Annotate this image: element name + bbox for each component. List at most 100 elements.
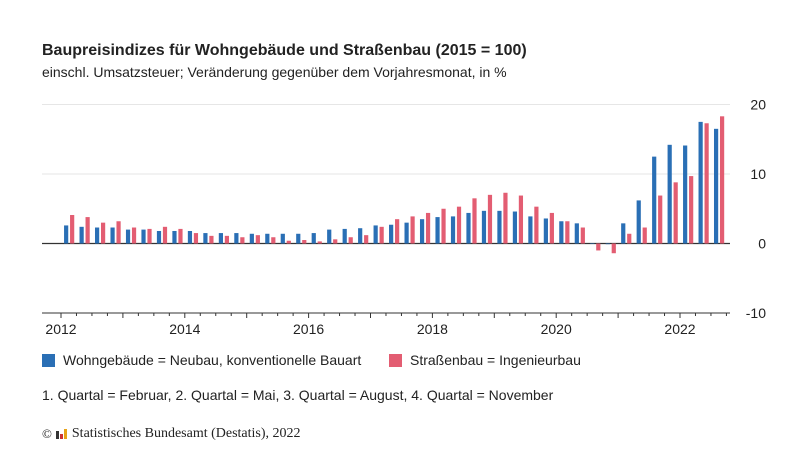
- bar-wohngebaeude: [404, 222, 409, 244]
- chart-subtitle: einschl. Umsatzsteuer; Veränderung gegen…: [42, 64, 507, 80]
- bar-strassenbau: [178, 228, 183, 244]
- bar-strassenbau: [131, 227, 137, 244]
- x-tick-label: 2014: [169, 321, 200, 337]
- bar-strassenbau: [364, 235, 369, 244]
- legend-label: Straßenbau = Ingenieurbau: [410, 352, 581, 368]
- bar-strassenbau: [704, 123, 709, 244]
- bar-strassenbau: [503, 192, 508, 244]
- bar-wohngebaeude: [373, 225, 378, 244]
- bar-strassenbau: [642, 227, 647, 244]
- bar-wohngebaeude: [79, 226, 84, 244]
- y-tick-label: 10: [750, 166, 766, 182]
- bar-wohngebaeude: [683, 145, 688, 244]
- x-tick-label: 2012: [45, 321, 76, 337]
- bar-wohngebaeude: [311, 233, 316, 244]
- x-tick-label: 2020: [541, 321, 572, 337]
- bar-wohngebaeude: [605, 243, 610, 245]
- bar-strassenbau: [302, 240, 307, 244]
- bar-strassenbau: [611, 243, 616, 254]
- bar-wohngebaeude: [543, 218, 548, 244]
- bar-strassenbau: [193, 233, 199, 244]
- bar-wohngebaeude: [497, 210, 502, 244]
- bar-wohngebaeude: [64, 225, 69, 244]
- bar-strassenbau: [673, 182, 678, 244]
- bar-strassenbau: [689, 176, 694, 244]
- bar-wohngebaeude: [296, 233, 301, 244]
- x-tick-label: 2022: [664, 321, 695, 337]
- legend-label: Wohngebäude = Neubau, konventionelle Bau…: [63, 352, 362, 368]
- bar-strassenbau: [147, 228, 152, 244]
- bar-wohngebaeude: [667, 144, 672, 244]
- bar-strassenbau: [162, 226, 168, 244]
- bar-wohngebaeude: [141, 229, 146, 244]
- bar-wohngebaeude: [125, 229, 131, 244]
- bar-strassenbau: [472, 198, 477, 244]
- bar-wohngebaeude: [156, 230, 162, 244]
- bar-strassenbau: [395, 219, 400, 244]
- bar-wohngebaeude: [419, 219, 425, 244]
- bar-strassenbau: [658, 195, 663, 244]
- bar-wohngebaeude: [389, 224, 394, 244]
- legend-swatch-blue: [42, 353, 55, 367]
- bar-wohngebaeude: [481, 210, 487, 244]
- y-tick-label: 0: [758, 236, 766, 252]
- bar-wohngebaeude: [652, 156, 657, 244]
- bar-strassenbau: [286, 240, 291, 244]
- bar-wohngebaeude: [172, 230, 177, 244]
- x-tick-label: 2018: [417, 321, 448, 337]
- source-text: Statistisches Bundesamt (Destatis), 2022: [71, 426, 301, 441]
- bar-wohngebaeude: [203, 233, 208, 244]
- bar-strassenbau: [271, 237, 276, 244]
- quarter-note: 1. Quartal = Februar, 2. Quartal = Mai, …: [42, 387, 554, 403]
- bar-wohngebaeude: [450, 216, 456, 244]
- bar-strassenbau: [441, 208, 446, 244]
- legend-swatch-red: [389, 353, 402, 367]
- bar-wohngebaeude: [327, 229, 332, 244]
- bar-wohngebaeude: [265, 233, 270, 244]
- bar-strassenbau: [348, 237, 353, 244]
- bar-wohngebaeude: [466, 212, 471, 244]
- bar-strassenbau: [410, 216, 415, 244]
- bar-wohngebaeude: [435, 217, 440, 244]
- chart-title: Baupreisindizes für Wohngebäude und Stra…: [42, 42, 527, 59]
- bar-wohngebaeude: [636, 200, 641, 244]
- bar-wohngebaeude: [249, 233, 254, 244]
- copyright-icon: ©: [42, 426, 52, 441]
- bar-wohngebaeude: [358, 228, 363, 244]
- source-line: © Statistisches Bundesamt (Destatis), 20…: [42, 426, 301, 442]
- bar-wohngebaeude: [110, 227, 115, 244]
- y-tick-label: -10: [746, 305, 766, 321]
- bar-strassenbau: [487, 194, 493, 244]
- bar-strassenbau: [518, 195, 524, 244]
- bar-strassenbau: [627, 233, 632, 244]
- bar-strassenbau: [425, 212, 431, 244]
- bar-strassenbau: [549, 212, 554, 244]
- bar-strassenbau: [596, 243, 601, 251]
- bar-wohngebaeude: [559, 221, 564, 244]
- bar-wohngebaeude: [528, 216, 533, 244]
- bar-strassenbau: [85, 217, 90, 244]
- x-tick-label: 2016: [293, 321, 324, 337]
- bar-strassenbau: [379, 226, 384, 244]
- bar-strassenbau: [317, 241, 322, 244]
- bar-wohngebaeude: [713, 128, 719, 244]
- bar-strassenbau: [580, 227, 585, 244]
- bar-strassenbau: [565, 221, 570, 244]
- bar-strassenbau: [534, 206, 539, 244]
- bar-strassenbau: [456, 206, 462, 244]
- bar-wohngebaeude: [590, 243, 595, 244]
- bar-wohngebaeude: [621, 223, 626, 244]
- bar-wohngebaeude: [280, 233, 285, 244]
- bar-wohngebaeude: [94, 227, 100, 244]
- bar-wohngebaeude: [512, 211, 518, 244]
- bar-strassenbau: [719, 116, 725, 244]
- legend-item-strassenbau: Straßenbau = Ingenieurbau: [389, 352, 581, 368]
- bar-strassenbau: [70, 215, 75, 244]
- legend-item-wohngebaeude: Wohngebäude = Neubau, konventionelle Bau…: [42, 352, 361, 368]
- bar-wohngebaeude: [574, 223, 579, 244]
- bar-strassenbau: [333, 239, 338, 244]
- bar-strassenbau: [255, 235, 260, 244]
- bar-strassenbau: [240, 237, 245, 244]
